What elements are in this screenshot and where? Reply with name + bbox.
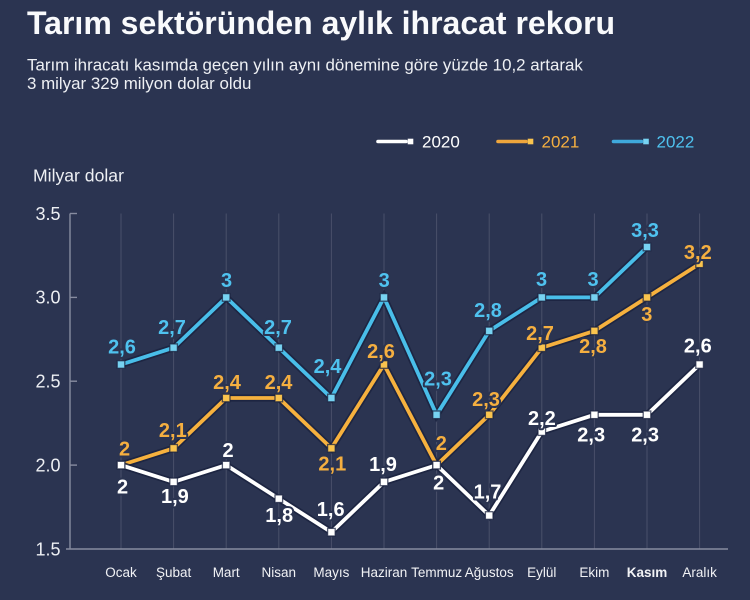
svg-text:2.5: 2.5 [35, 372, 60, 392]
svg-text:2,6: 2,6 [108, 337, 136, 359]
svg-text:Tarım ihracatı kasımda geçen y: Tarım ihracatı kasımda geçen yılın aynı … [27, 56, 583, 75]
svg-text:2: 2 [433, 473, 444, 495]
svg-text:Kasım: Kasım [627, 565, 668, 580]
svg-text:2: 2 [222, 440, 233, 462]
svg-text:2,6: 2,6 [367, 341, 395, 363]
svg-text:2,2: 2,2 [528, 408, 556, 430]
svg-text:Ocak: Ocak [105, 565, 137, 580]
svg-text:Temmuz: Temmuz [411, 565, 462, 580]
svg-text:2,3: 2,3 [424, 369, 452, 391]
svg-text:Haziran: Haziran [361, 565, 408, 580]
svg-text:2.0: 2.0 [35, 455, 60, 475]
svg-text:2,3: 2,3 [472, 389, 500, 411]
svg-text:2,8: 2,8 [579, 336, 607, 358]
svg-text:2,7: 2,7 [158, 317, 186, 339]
svg-text:2,8: 2,8 [474, 300, 502, 322]
svg-text:1,9: 1,9 [161, 486, 189, 508]
svg-text:3,3: 3,3 [631, 220, 659, 242]
svg-text:Eylül: Eylül [527, 565, 556, 580]
svg-text:Şubat: Şubat [156, 565, 192, 580]
svg-text:Mart: Mart [213, 565, 240, 580]
svg-text:1,6: 1,6 [317, 499, 345, 521]
svg-text:2,3: 2,3 [631, 424, 659, 446]
svg-text:Aralık: Aralık [682, 565, 717, 580]
svg-text:3: 3 [379, 270, 390, 292]
svg-text:2,4: 2,4 [314, 356, 343, 378]
svg-text:2,6: 2,6 [684, 335, 712, 357]
svg-text:2: 2 [117, 476, 128, 498]
svg-text:Ağustos: Ağustos [465, 565, 514, 580]
svg-text:2,4: 2,4 [213, 372, 242, 394]
svg-text:3.5: 3.5 [35, 204, 60, 224]
svg-text:3: 3 [221, 270, 232, 292]
svg-text:1,9: 1,9 [369, 454, 397, 476]
svg-text:1,8: 1,8 [265, 505, 293, 527]
svg-text:3 milyar 329 milyon dolar oldu: 3 milyar 329 milyon dolar oldu [27, 74, 251, 93]
svg-text:2,1: 2,1 [318, 453, 346, 475]
svg-text:Ekim: Ekim [579, 565, 609, 580]
svg-text:2: 2 [436, 433, 447, 455]
svg-text:3,2: 3,2 [684, 242, 712, 264]
svg-text:2021: 2021 [542, 133, 580, 152]
svg-text:3: 3 [587, 269, 598, 291]
svg-text:2: 2 [119, 439, 130, 461]
svg-text:Tarım sektöründen aylık ihraca: Tarım sektöründen aylık ihracat rekoru [27, 5, 615, 41]
svg-text:1,7: 1,7 [474, 482, 502, 504]
svg-text:Mayıs: Mayıs [313, 565, 349, 580]
svg-text:Milyar dolar: Milyar dolar [33, 165, 124, 185]
svg-text:2022: 2022 [657, 133, 695, 152]
svg-text:2,3: 2,3 [577, 424, 605, 446]
svg-text:2,4: 2,4 [265, 372, 294, 394]
svg-text:3.0: 3.0 [35, 288, 60, 308]
svg-text:3: 3 [536, 269, 547, 291]
svg-text:2,7: 2,7 [526, 323, 554, 345]
svg-text:1.5: 1.5 [35, 539, 60, 559]
svg-text:Nisan: Nisan [262, 565, 297, 580]
svg-text:2020: 2020 [422, 133, 460, 152]
svg-text:2,7: 2,7 [264, 317, 292, 339]
svg-text:3: 3 [641, 304, 652, 326]
svg-text:2,1: 2,1 [159, 420, 187, 442]
